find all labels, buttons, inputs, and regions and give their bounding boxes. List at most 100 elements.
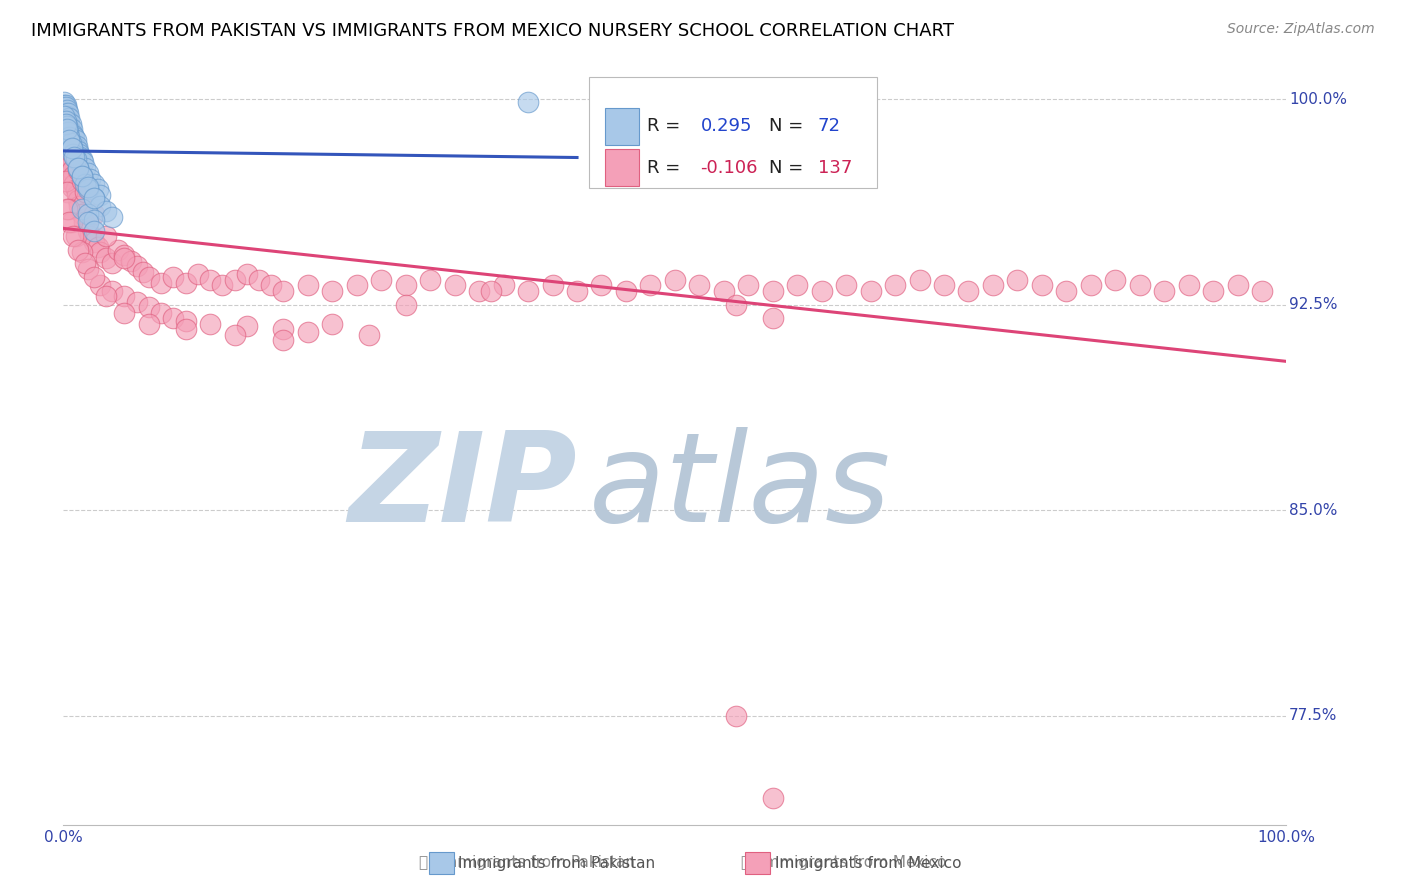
- Point: [58, 125, 80, 139]
- Point: [59, 130, 82, 145]
- Point: [1129, 278, 1152, 293]
- Point: [198, 273, 221, 287]
- Point: [55, 100, 77, 114]
- Point: [132, 265, 155, 279]
- Point: [235, 319, 259, 334]
- Point: [56, 150, 79, 164]
- FancyBboxPatch shape: [589, 77, 877, 188]
- Point: [395, 278, 418, 293]
- Point: [56, 120, 79, 134]
- Point: [138, 317, 160, 331]
- Point: [56, 202, 79, 216]
- Point: [1202, 284, 1225, 298]
- Point: [56, 120, 79, 134]
- Point: [79, 229, 101, 244]
- Point: [908, 273, 931, 287]
- Text: atlas: atlas: [589, 427, 891, 548]
- Text: 0.295: 0.295: [700, 117, 752, 136]
- Point: [59, 174, 82, 188]
- Point: [65, 153, 87, 167]
- Point: [60, 136, 83, 150]
- Point: [56, 122, 79, 136]
- Point: [114, 248, 135, 262]
- Point: [76, 261, 98, 276]
- Point: [55, 105, 77, 120]
- Point: [76, 182, 98, 196]
- Text: R =: R =: [647, 117, 686, 136]
- Point: [101, 210, 124, 224]
- Point: [297, 278, 319, 293]
- Point: [725, 708, 748, 723]
- Point: [1104, 273, 1126, 287]
- Point: [89, 199, 111, 213]
- Point: [79, 171, 101, 186]
- Point: [224, 273, 246, 287]
- Point: [60, 163, 83, 178]
- Point: [58, 166, 80, 180]
- Text: 77.5%: 77.5%: [1289, 708, 1337, 723]
- Point: [83, 223, 105, 237]
- Point: [76, 166, 98, 180]
- Point: [810, 284, 832, 298]
- Point: [101, 256, 124, 270]
- Text: Immigrants from Mexico: Immigrants from Mexico: [775, 856, 962, 871]
- Point: [107, 243, 129, 257]
- Point: [67, 199, 90, 213]
- Point: [59, 136, 82, 150]
- Point: [53, 100, 76, 114]
- Point: [94, 289, 117, 303]
- Point: [58, 130, 80, 145]
- Point: [65, 153, 87, 167]
- Point: [211, 278, 233, 293]
- Text: 137: 137: [818, 159, 852, 177]
- Point: [713, 284, 735, 298]
- Point: [76, 223, 98, 237]
- Point: [174, 322, 197, 336]
- Point: [321, 317, 343, 331]
- Point: [517, 95, 540, 109]
- Point: [75, 177, 97, 191]
- Point: [53, 95, 76, 109]
- Point: [53, 108, 76, 122]
- Point: [86, 182, 108, 196]
- Point: [737, 278, 759, 293]
- Point: [346, 278, 368, 293]
- Point: [55, 174, 77, 188]
- Point: [66, 138, 89, 153]
- Point: [83, 177, 105, 191]
- Point: [58, 215, 80, 229]
- Point: [981, 278, 1004, 293]
- Point: [60, 179, 83, 194]
- Point: [56, 105, 79, 120]
- Point: [1177, 278, 1199, 293]
- Point: [55, 97, 77, 112]
- Point: [1080, 278, 1102, 293]
- FancyBboxPatch shape: [605, 149, 640, 186]
- Point: [56, 114, 79, 128]
- Point: [75, 161, 97, 175]
- Point: [125, 294, 148, 309]
- Point: [56, 136, 79, 150]
- Point: [273, 284, 295, 298]
- Point: [70, 169, 93, 183]
- Point: [762, 284, 785, 298]
- Point: [55, 114, 77, 128]
- Point: [89, 278, 111, 293]
- Point: [83, 235, 105, 249]
- Point: [59, 125, 82, 139]
- Point: [235, 268, 259, 282]
- Point: [56, 108, 79, 122]
- Point: [370, 273, 392, 287]
- Point: [62, 229, 84, 244]
- Point: [63, 130, 86, 145]
- Point: [640, 278, 662, 293]
- Point: [1031, 278, 1053, 293]
- Point: [591, 278, 613, 293]
- Point: [517, 284, 540, 298]
- Point: [859, 284, 882, 298]
- Point: [247, 273, 270, 287]
- Point: [357, 327, 380, 342]
- Point: [53, 120, 76, 134]
- Point: [55, 138, 77, 153]
- Point: [75, 185, 97, 199]
